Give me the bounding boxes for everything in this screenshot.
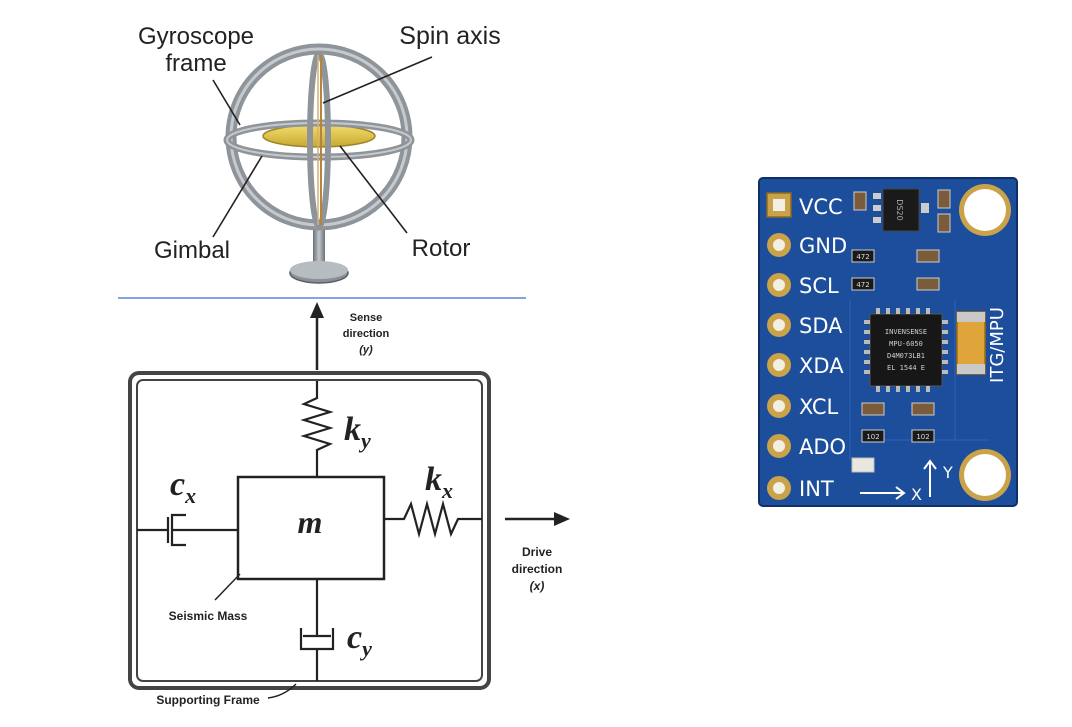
spring-kx-label: kx <box>425 461 453 503</box>
gyroscope-frame-label-line1: Gyroscope <box>138 23 254 50</box>
spring-kx <box>384 499 482 539</box>
sense-direction-line1: Sense <box>350 312 382 324</box>
gimbal-vertical-ring <box>307 51 331 229</box>
pin-label-gnd: GND <box>799 234 847 258</box>
gyroscope-illustration <box>223 43 415 284</box>
resistor-code-1: 472 <box>856 253 869 261</box>
resistor-code-3: 102 <box>866 433 879 441</box>
board-side-label: ITG/MPU <box>987 307 1008 383</box>
mpu6050-board: DS20 472 472 102 102 <box>758 177 1018 507</box>
drive-direction-line1: Drive <box>522 545 552 559</box>
supporting-frame <box>128 371 491 690</box>
spin-axis-label: Spin axis <box>399 22 500 50</box>
smd-components <box>851 189 951 473</box>
seismic-mass-label: Seismic Mass <box>169 609 248 623</box>
axis-y-label: Y <box>942 463 953 482</box>
pin-label-scl: SCL <box>799 274 839 298</box>
pin-label-ado: ADO <box>799 435 846 459</box>
axis-x-label: X <box>911 485 922 504</box>
damper-cx <box>137 513 238 547</box>
supporting-frame-label: Supporting Frame <box>156 693 260 707</box>
mems-model-diagram <box>128 302 570 699</box>
drive-direction-line3: (x) <box>530 579 545 593</box>
pin-label-xda: XDA <box>799 354 844 378</box>
gyroscope-frame-label-line2: frame <box>165 50 226 77</box>
mass-label: m <box>298 504 323 540</box>
pin-pads <box>766 192 792 500</box>
drive-direction-line2: direction <box>512 562 563 576</box>
voltage-regulator <box>882 188 920 232</box>
pin-label-int: INT <box>799 477 834 501</box>
resistor-code-2: 472 <box>856 281 869 289</box>
chip-text-line4: EL 1544 E <box>887 364 925 372</box>
damper-cy <box>299 579 335 681</box>
gimbal-label: Gimbal <box>154 237 230 264</box>
chip-text-line3: D4M073LB1 <box>887 352 925 360</box>
sense-direction-line3: (y) <box>359 344 373 356</box>
chip-text-line1: INVENSENSE <box>885 328 927 336</box>
mpu6050-chip <box>864 308 948 392</box>
spring-ky <box>300 381 334 477</box>
gyroscope-stand <box>289 225 349 284</box>
pin-label-vcc: VCC <box>799 195 843 219</box>
damper-cy-label: cy <box>347 619 372 661</box>
rotor-disc <box>262 124 376 148</box>
svg-text:DS20: DS20 <box>895 199 904 220</box>
spring-ky-label: ky <box>344 411 371 453</box>
pin-label-sda: SDA <box>799 314 843 338</box>
chip-text-line2: MPU-6050 <box>889 340 923 348</box>
damper-cx-label: cx <box>170 466 196 508</box>
seismic-mass-block <box>236 475 386 581</box>
pin-label-xcl: XCL <box>799 395 839 419</box>
sense-direction-line2: direction <box>343 328 390 340</box>
rotor-label: Rotor <box>412 235 471 262</box>
drive-arrow <box>554 512 570 526</box>
resistor-code-4: 102 <box>916 433 929 441</box>
sense-arrow <box>310 302 324 318</box>
axis-marking <box>860 459 937 500</box>
